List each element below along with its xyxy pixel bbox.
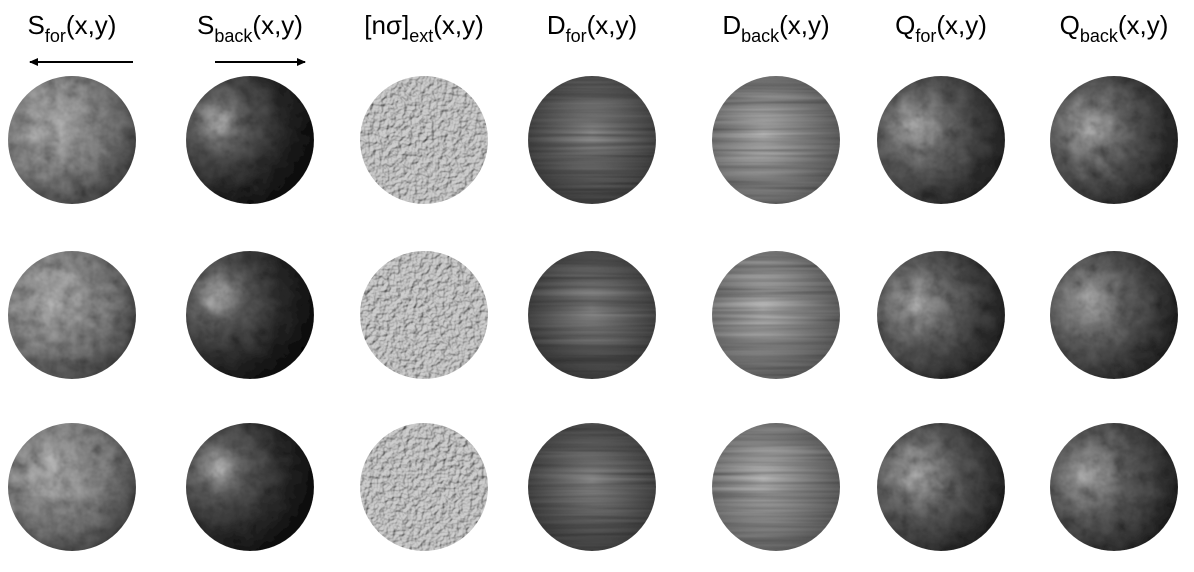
column-header: Dfor(x,y) (547, 10, 637, 46)
micrograph (8, 423, 136, 551)
micrograph (712, 251, 840, 379)
header-base: D (547, 10, 566, 40)
header-subscript: for (45, 26, 66, 46)
micrograph (360, 251, 488, 379)
micrograph (186, 76, 314, 204)
header-args: (x,y) (936, 10, 987, 40)
micrograph (1050, 76, 1178, 204)
micrograph (712, 423, 840, 551)
micrograph (877, 76, 1005, 204)
header-args: (x,y) (433, 10, 484, 40)
header-args: (x,y) (587, 10, 638, 40)
header-args: (x,y) (66, 10, 117, 40)
header-args: (x,y) (779, 10, 830, 40)
micrograph (8, 251, 136, 379)
header-subscript: back (741, 26, 780, 46)
micrograph (877, 251, 1005, 379)
header-subscript: ext (409, 26, 433, 46)
header-base: [nσ] (364, 10, 409, 40)
column-header: Dback(x,y) (722, 10, 829, 46)
micrograph (528, 423, 656, 551)
header-base: S (197, 10, 214, 40)
header-subscript: for (566, 26, 587, 46)
header-base: Q (895, 10, 915, 40)
column-header: [nσ]ext(x,y) (364, 10, 484, 46)
header-subscript: back (1080, 26, 1119, 46)
header-subscript: for (915, 26, 936, 46)
column-header: Sfor(x,y) (28, 10, 117, 46)
micrograph (360, 423, 488, 551)
column-header: Qback(x,y) (1060, 10, 1169, 46)
micrograph (186, 423, 314, 551)
header-base: Q (1060, 10, 1080, 40)
column-header: Sback(x,y) (197, 10, 303, 46)
micrograph (877, 423, 1005, 551)
micrograph (528, 76, 656, 204)
header-args: (x,y) (1118, 10, 1169, 40)
micrograph (8, 76, 136, 204)
figure: Sfor(x,y)Sback(x,y)[nσ]ext(x,y)Dfor(x,y)… (0, 0, 1194, 572)
micrograph (528, 251, 656, 379)
header-base: D (722, 10, 741, 40)
micrograph (1050, 423, 1178, 551)
micrograph (712, 76, 840, 204)
header-subscript: back (214, 26, 253, 46)
micrograph (186, 251, 314, 379)
column-header: Qfor(x,y) (895, 10, 987, 46)
header-args: (x,y) (252, 10, 303, 40)
micrograph (1050, 251, 1178, 379)
micrograph (360, 76, 488, 204)
header-base: S (28, 10, 45, 40)
